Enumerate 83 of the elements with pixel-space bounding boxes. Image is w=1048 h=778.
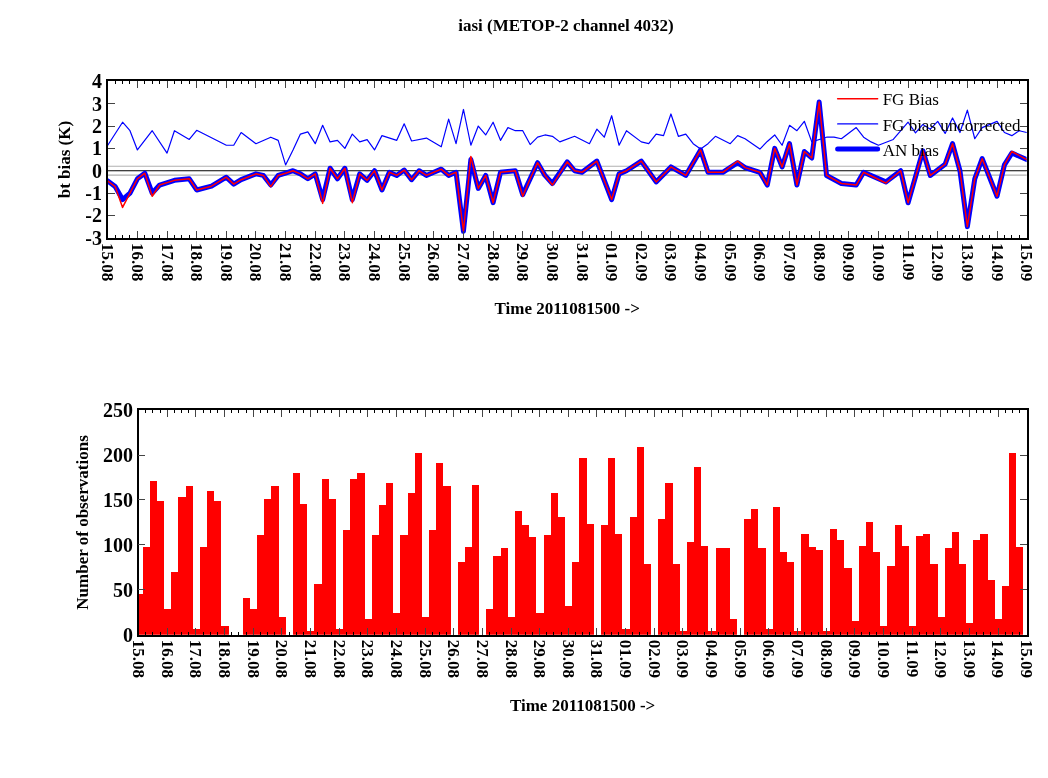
y-tick-label: 250 [102,399,133,422]
x-tick-label: 01.09 [616,639,636,679]
x-tick-label: 11.09 [898,242,918,281]
x-tick-label: 26.08 [424,242,444,282]
y-tick-label: 0 [92,159,102,182]
x-tick-label: 29.08 [513,242,533,282]
x-tick-label: 30.08 [542,242,562,282]
x-tick-label: 27.08 [472,639,492,679]
x-tick-label: 07.09 [787,639,807,679]
x-tick-label: 05.09 [720,242,740,282]
y-tick-label: -2 [85,204,102,227]
x-tick-label: 17.08 [157,242,177,282]
x-tick-label: 03.09 [661,242,681,282]
chart-title: iasi (METOP-2 channel 4032) [458,16,674,36]
x-tick-label: 25.08 [394,242,414,282]
x-tick-label: 07.09 [779,242,799,282]
y-tick-label: -1 [85,182,102,205]
x-tick-label: 16.08 [157,639,177,679]
y-tick-label: 150 [102,488,133,511]
x-tick-label: 06.09 [750,242,770,282]
x-tick-label: 14.09 [988,639,1008,679]
x-tick-label: 01.09 [602,242,622,282]
x-tick-label: 28.08 [501,639,521,679]
x-tick-label: 22.08 [305,242,325,282]
x-tick-label: 03.09 [673,639,693,679]
x-tick-label: 10.09 [868,242,888,282]
x-tick-label: 26.08 [444,639,464,679]
x-tick-label: 15.09 [1017,639,1037,679]
y-axis-title: bt bias (K) [55,120,75,199]
y-tick-label: -3 [85,226,102,249]
legend-label: AN bias [882,140,939,160]
x-tick-label: 18.08 [187,242,207,282]
x-tick-label: 17.08 [186,639,206,679]
x-tick-label: 15.09 [1017,242,1037,282]
x-tick-label: 21.08 [300,639,320,679]
x-tick-label: 08.09 [809,242,829,282]
x-tick-label: 13.09 [957,242,977,282]
y-tick-label: 4 [92,70,102,93]
x-tick-label: 23.08 [335,242,355,282]
x-axis-title: Time 2011081500 -> [494,299,640,319]
x-tick-label: 10.09 [873,639,893,679]
x-tick-label: 02.09 [644,639,664,679]
x-tick-label: 18.08 [215,639,235,679]
x-tick-label: 09.09 [845,639,865,679]
x-tick-label: 28.08 [483,242,503,282]
x-tick-label: 21.08 [276,242,296,282]
x-tick-label: 24.08 [365,242,385,282]
y-tick-label: 200 [102,444,133,467]
y-tick-label: 1 [92,137,102,160]
y-tick-label: 0 [122,623,133,646]
legend-label: FG Bias [882,90,939,110]
x-tick-label: 20.08 [246,242,266,282]
x-tick-label: 12.09 [931,639,951,679]
y-tick-label: 2 [92,115,102,138]
x-tick-label: 24.08 [386,639,406,679]
x-tick-label: 02.09 [631,242,651,282]
x-tick-label: 22.08 [329,639,349,679]
x-tick-label: 08.09 [816,639,836,679]
x-tick-label: 13.09 [959,639,979,679]
x-tick-label: 11.09 [902,639,922,678]
x-tick-label: 20.08 [272,639,292,679]
x-tick-label: 04.09 [702,639,722,679]
x-tick-label: 14.09 [987,242,1007,282]
x-tick-label: 23.08 [358,639,378,679]
x-axis-title: Time 2011081500 -> [509,696,656,715]
x-tick-label: 16.08 [127,242,147,282]
x-tick-label: 06.09 [759,639,779,679]
x-tick-label: 09.09 [839,242,859,282]
y-axis-title: Number of observations [72,434,92,610]
x-tick-label: 04.09 [691,242,711,282]
x-tick-label: 29.08 [530,639,550,679]
x-tick-label: 31.08 [572,242,592,282]
x-tick-label: 25.08 [415,639,435,679]
x-tick-label: 19.08 [216,242,236,282]
x-tick-label: 05.09 [730,639,750,679]
x-tick-label: 19.08 [243,639,263,679]
y-tick-label: 50 [112,578,133,601]
y-tick-label: 100 [102,533,133,556]
x-tick-label: 12.09 [928,242,948,282]
x-tick-label: 31.08 [587,639,607,679]
y-tick-label: 3 [92,92,102,115]
x-tick-label: 30.08 [558,639,578,679]
x-tick-label: 27.08 [453,242,473,282]
